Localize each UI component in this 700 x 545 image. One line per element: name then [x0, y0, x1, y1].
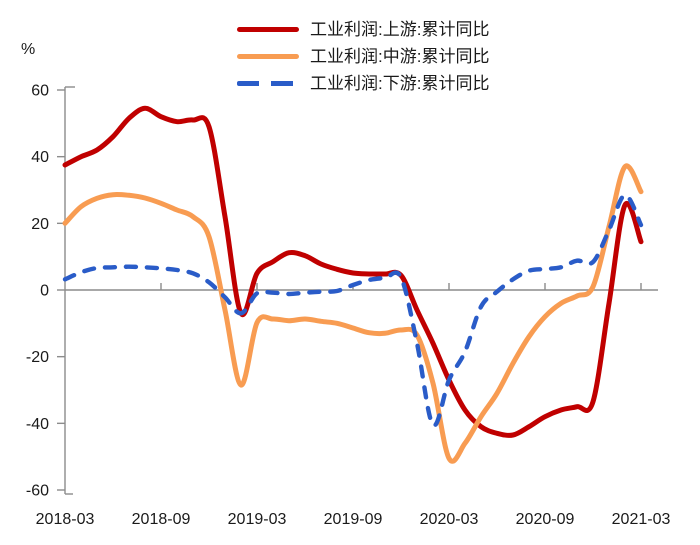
- legend-label-upstream: 工业利润:上游:累计同比: [310, 20, 490, 39]
- x-tick-label: 2020-03: [420, 511, 479, 528]
- y-tick-label: -40: [26, 416, 49, 433]
- y-tick-label: 0: [40, 283, 49, 300]
- chart-legend: 工业利润:上游:累计同比 工业利润:中游:累计同比 工业利润:下游:累计同比: [237, 16, 489, 97]
- x-tick-label: 2018-03: [36, 511, 95, 528]
- legend-label-midstream: 工业利润:中游:累计同比: [310, 47, 490, 66]
- line-downstream: [62, 192, 644, 428]
- x-tick-label: 2018-09: [132, 511, 191, 528]
- x-tick-label: 2019-03: [228, 511, 287, 528]
- y-tick-label: 20: [31, 216, 49, 233]
- legend-item-upstream: 工业利润:上游:累计同比: [237, 16, 489, 43]
- y-tick-label: 40: [31, 149, 49, 166]
- line-midstream: [62, 163, 644, 464]
- y-axis-unit-label: %: [21, 41, 36, 58]
- legend-line-swatch-upstream: [237, 27, 299, 32]
- y-tick-label: -20: [26, 349, 49, 366]
- y-tick-label: -60: [26, 483, 49, 500]
- x-tick-label: 2019-09: [324, 511, 383, 528]
- line-upstream: [62, 105, 644, 438]
- legend-item-midstream: 工业利润:中游:累计同比: [237, 43, 489, 70]
- y-tick-label: 60: [31, 83, 49, 100]
- legend-line-swatch-midstream: [237, 54, 299, 59]
- x-tick-label: 2020-09: [516, 511, 575, 528]
- legend-label-downstream: 工业利润:下游:累计同比: [310, 74, 490, 93]
- x-tick-label: 2021-03: [612, 511, 671, 528]
- legend-item-downstream: 工业利润:下游:累计同比: [237, 70, 489, 97]
- legend-line-swatch-downstream: [237, 81, 299, 86]
